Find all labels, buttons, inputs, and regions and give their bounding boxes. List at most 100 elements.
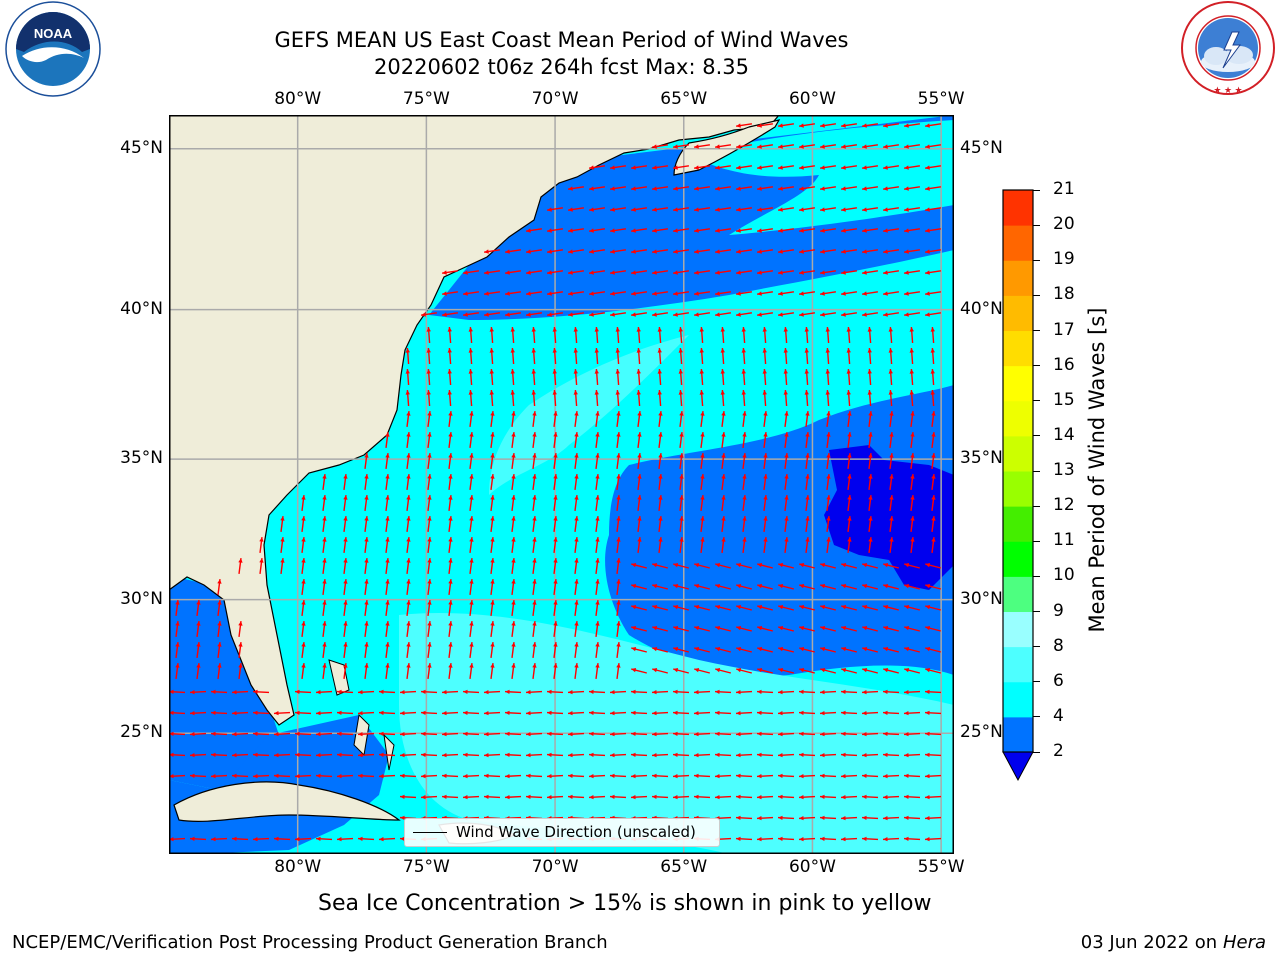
- wind-wave-arrow: [238, 558, 243, 574]
- wind-wave-arrow: [462, 774, 480, 779]
- wind-wave-arrow: [883, 584, 899, 590]
- wind-wave-arrow: [616, 474, 621, 490]
- wind-wave-arrow: [546, 710, 564, 715]
- wind-wave-arrow: [868, 537, 873, 553]
- wind-wave-arrow: [441, 753, 459, 758]
- wind-wave-arrow: [693, 794, 711, 799]
- field-region-under-2: [824, 445, 954, 590]
- wind-wave-arrow: [700, 537, 705, 553]
- colorbar-tick-mark: [1033, 365, 1040, 367]
- wind-wave-arrow: [210, 752, 228, 757]
- wind-wave-arrow: [469, 621, 474, 637]
- wind-wave-arrow: [805, 474, 810, 490]
- wind-wave-arrow: [799, 626, 815, 632]
- map-panel[interactable]: [169, 115, 954, 854]
- wind-wave-arrow: [798, 312, 816, 317]
- wind-wave-arrow: [552, 368, 557, 386]
- wind-wave-arrow: [294, 752, 312, 757]
- wind-wave-arrow: [694, 668, 710, 674]
- wind-wave-arrow: [616, 642, 621, 658]
- wind-wave-arrow: [651, 773, 669, 778]
- wind-wave-arrow: [714, 774, 732, 779]
- wind-wave-arrow: [196, 663, 201, 679]
- wind-wave-arrow: [322, 495, 327, 511]
- wind-wave-arrow: [762, 389, 767, 407]
- wind-wave-arrow: [594, 326, 599, 344]
- wind-wave-arrow: [672, 710, 690, 715]
- colorbar-tick-label: 18: [1053, 284, 1075, 305]
- lon-tick-bottom: 55°W: [917, 857, 965, 877]
- wind-wave-arrow: [714, 186, 732, 191]
- wind-wave-arrow: [757, 647, 773, 653]
- land-north-america: [169, 115, 780, 726]
- wind-wave-arrow: [777, 123, 795, 128]
- wind-wave-arrow: [862, 626, 878, 632]
- wind-wave-arrow: [448, 642, 453, 658]
- colorbar-segment: [1003, 190, 1033, 226]
- wind-wave-arrow: [636, 368, 641, 386]
- wind-wave-arrow: [825, 368, 830, 386]
- wind-wave-arrow: [595, 411, 600, 427]
- wind-wave-arrow: [679, 495, 684, 511]
- wind-wave-arrow: [673, 605, 689, 611]
- wind-wave-arrow: [343, 579, 348, 595]
- wind-wave-arrow: [336, 710, 354, 715]
- wind-wave-arrow: [651, 186, 669, 191]
- wind-wave-arrow: [735, 773, 753, 778]
- wind-wave-arrow: [357, 753, 375, 758]
- wind-wave-arrow: [609, 165, 627, 170]
- wind-wave-arrow: [903, 794, 921, 799]
- wind-wave-arrow: [756, 165, 774, 170]
- wind-wave-arrow: [616, 516, 621, 532]
- wind-wave-arrow: [700, 453, 705, 469]
- wind-wave-arrow: [364, 579, 369, 595]
- wind-wave-arrow: [679, 474, 684, 490]
- wind-wave-arrow: [762, 347, 767, 365]
- wind-wave-arrow: [175, 663, 180, 679]
- wind-wave-arrow: [595, 516, 600, 532]
- wind-wave-arrow: [735, 794, 753, 799]
- wind-wave-arrow: [903, 249, 921, 254]
- lon-tick-bottom: 80°W: [274, 857, 322, 877]
- wind-wave-arrow: [462, 752, 480, 757]
- wind-wave-arrow: [441, 270, 459, 275]
- colorbar-tick-label: 17: [1053, 319, 1075, 340]
- wind-wave-arrow: [525, 794, 543, 799]
- wind-wave-arrow: [322, 558, 327, 574]
- wind-wave-arrow: [882, 144, 900, 149]
- wind-wave-arrow: [883, 668, 899, 674]
- wind-wave-arrow: [448, 621, 453, 637]
- wind-wave-arrow: [609, 794, 627, 799]
- colorbar-tick-label: 13: [1053, 460, 1075, 480]
- wind-wave-arrow: [573, 326, 578, 344]
- wind-wave-arrow: [594, 389, 599, 407]
- wind-wave-arrow: [693, 732, 711, 737]
- wind-wave-arrow: [595, 621, 600, 637]
- colorbar-tick-label: 19: [1053, 249, 1075, 270]
- wind-wave-arrow: [903, 732, 921, 737]
- lat-tick-left: 45°N: [120, 137, 163, 158]
- colorbar-tick-mark: [1033, 330, 1040, 331]
- wind-wave-arrow: [903, 207, 921, 212]
- wind-wave-arrow: [909, 368, 914, 386]
- footer-date-text: 03 Jun 2022 on: [1080, 932, 1218, 953]
- colorbar-tick-mark: [1033, 259, 1040, 261]
- wind-wave-arrow: [841, 626, 857, 632]
- wind-wave-arrow: [783, 368, 788, 386]
- wind-wave-arrow: [427, 411, 432, 427]
- wind-wave-arrow: [783, 326, 788, 344]
- wind-wave-arrow: [925, 626, 941, 632]
- wind-wave-arrow: [756, 816, 774, 821]
- wind-wave-arrow: [861, 773, 879, 778]
- wind-wave-arrow: [910, 432, 915, 448]
- wind-wave-arrow: [567, 207, 585, 212]
- wind-wave-arrow: [840, 312, 858, 317]
- wind-wave-arrow: [175, 642, 180, 658]
- wind-wave-arrow: [658, 411, 663, 427]
- wind-wave-arrow: [756, 837, 774, 842]
- wind-wave-arrow: [924, 123, 942, 128]
- lon-tick-top: 80°W: [274, 89, 322, 109]
- wind-wave-arrow: [511, 600, 516, 616]
- wind-wave-arrow: [420, 689, 438, 694]
- wind-wave-arrow: [511, 432, 516, 448]
